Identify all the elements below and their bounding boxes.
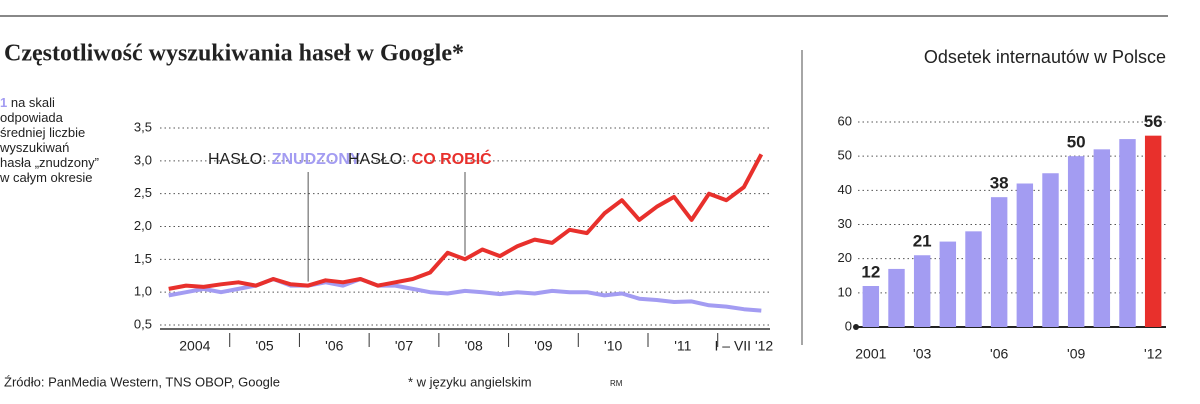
x-tick-label: '09 bbox=[1067, 346, 1085, 362]
x-tick-label: '03 bbox=[913, 346, 931, 362]
x-tick-label: 2001 bbox=[855, 346, 886, 362]
y-tick-label: 1,0 bbox=[134, 284, 152, 299]
y-tick-label: 30 bbox=[838, 216, 852, 231]
legend-entry: CO ROBIĆ bbox=[412, 149, 492, 168]
x-tick-label: '06 bbox=[990, 346, 1008, 362]
data-label: 38 bbox=[990, 174, 1009, 193]
annotation-prefix: HASŁO: bbox=[208, 151, 267, 168]
y-tick-label: 10 bbox=[838, 284, 852, 299]
bar bbox=[1144, 135, 1162, 327]
bar bbox=[1067, 156, 1085, 327]
data-label: 56 bbox=[1144, 112, 1163, 131]
chart-title: Częstotliwość wyszukiwania haseł w Googl… bbox=[4, 41, 464, 67]
axis-dot bbox=[853, 324, 859, 330]
source: Źródło: PanMedia Western, TNS OBOP, Goog… bbox=[4, 374, 280, 389]
y-tick-label: 40 bbox=[838, 182, 852, 197]
y-tick-label: 2,5 bbox=[134, 185, 152, 200]
x-tick-label: '11 bbox=[674, 338, 691, 354]
annotation: HASŁO: CO ROBIĆ bbox=[348, 149, 492, 168]
x-tick-label: 2004 bbox=[179, 338, 210, 354]
y-tick-label: 50 bbox=[838, 148, 852, 163]
bar bbox=[1093, 149, 1111, 327]
y-tick-label: 20 bbox=[838, 250, 852, 265]
footnote: * w języku angielskim bbox=[408, 374, 532, 389]
y-tick-label: 3,0 bbox=[134, 152, 152, 167]
data-label: 50 bbox=[1067, 133, 1086, 152]
y-tick-label: 60 bbox=[838, 113, 852, 128]
bar bbox=[1042, 173, 1059, 327]
bar bbox=[888, 268, 905, 327]
note-text: na skali odpowiada średniej liczbie wysz… bbox=[0, 95, 99, 185]
note-marker: 1 bbox=[0, 95, 8, 110]
x-tick-label: I – VII '12 bbox=[714, 338, 773, 354]
legend-entry: ZNUDZONY bbox=[272, 151, 361, 168]
data-label: 21 bbox=[913, 232, 932, 251]
y-tick-label: 1,5 bbox=[134, 251, 152, 266]
credit: RM bbox=[610, 379, 623, 388]
bar bbox=[990, 197, 1008, 327]
bar bbox=[913, 255, 931, 327]
annotation: HASŁO: ZNUDZONY bbox=[208, 151, 361, 168]
bar bbox=[939, 241, 957, 327]
bar bbox=[965, 231, 982, 327]
chart-title: Odsetek internautów w Polsce bbox=[924, 47, 1166, 67]
annotation-prefix: HASŁO: bbox=[348, 151, 407, 168]
y-tick-label: 0,5 bbox=[134, 316, 152, 331]
x-tick-label: '07 bbox=[395, 338, 413, 354]
x-tick-label: '05 bbox=[255, 338, 273, 354]
data-label: 12 bbox=[861, 262, 880, 281]
y-tick-label: 2,0 bbox=[134, 218, 152, 233]
x-tick-label: '06 bbox=[325, 338, 343, 354]
series-line bbox=[168, 153, 764, 291]
bar bbox=[862, 286, 880, 327]
y-tick-label: 3,5 bbox=[134, 119, 152, 134]
x-tick-label: '08 bbox=[465, 338, 483, 354]
bar bbox=[1016, 183, 1034, 327]
x-tick-label: '09 bbox=[534, 338, 552, 354]
x-tick-label: '12 bbox=[1144, 346, 1162, 362]
x-tick-label: '10 bbox=[604, 338, 622, 354]
note: 1 na skali odpowiada średniej liczbie wy… bbox=[0, 95, 100, 185]
bar bbox=[1119, 139, 1136, 327]
y-tick-label: 0 bbox=[845, 318, 852, 333]
